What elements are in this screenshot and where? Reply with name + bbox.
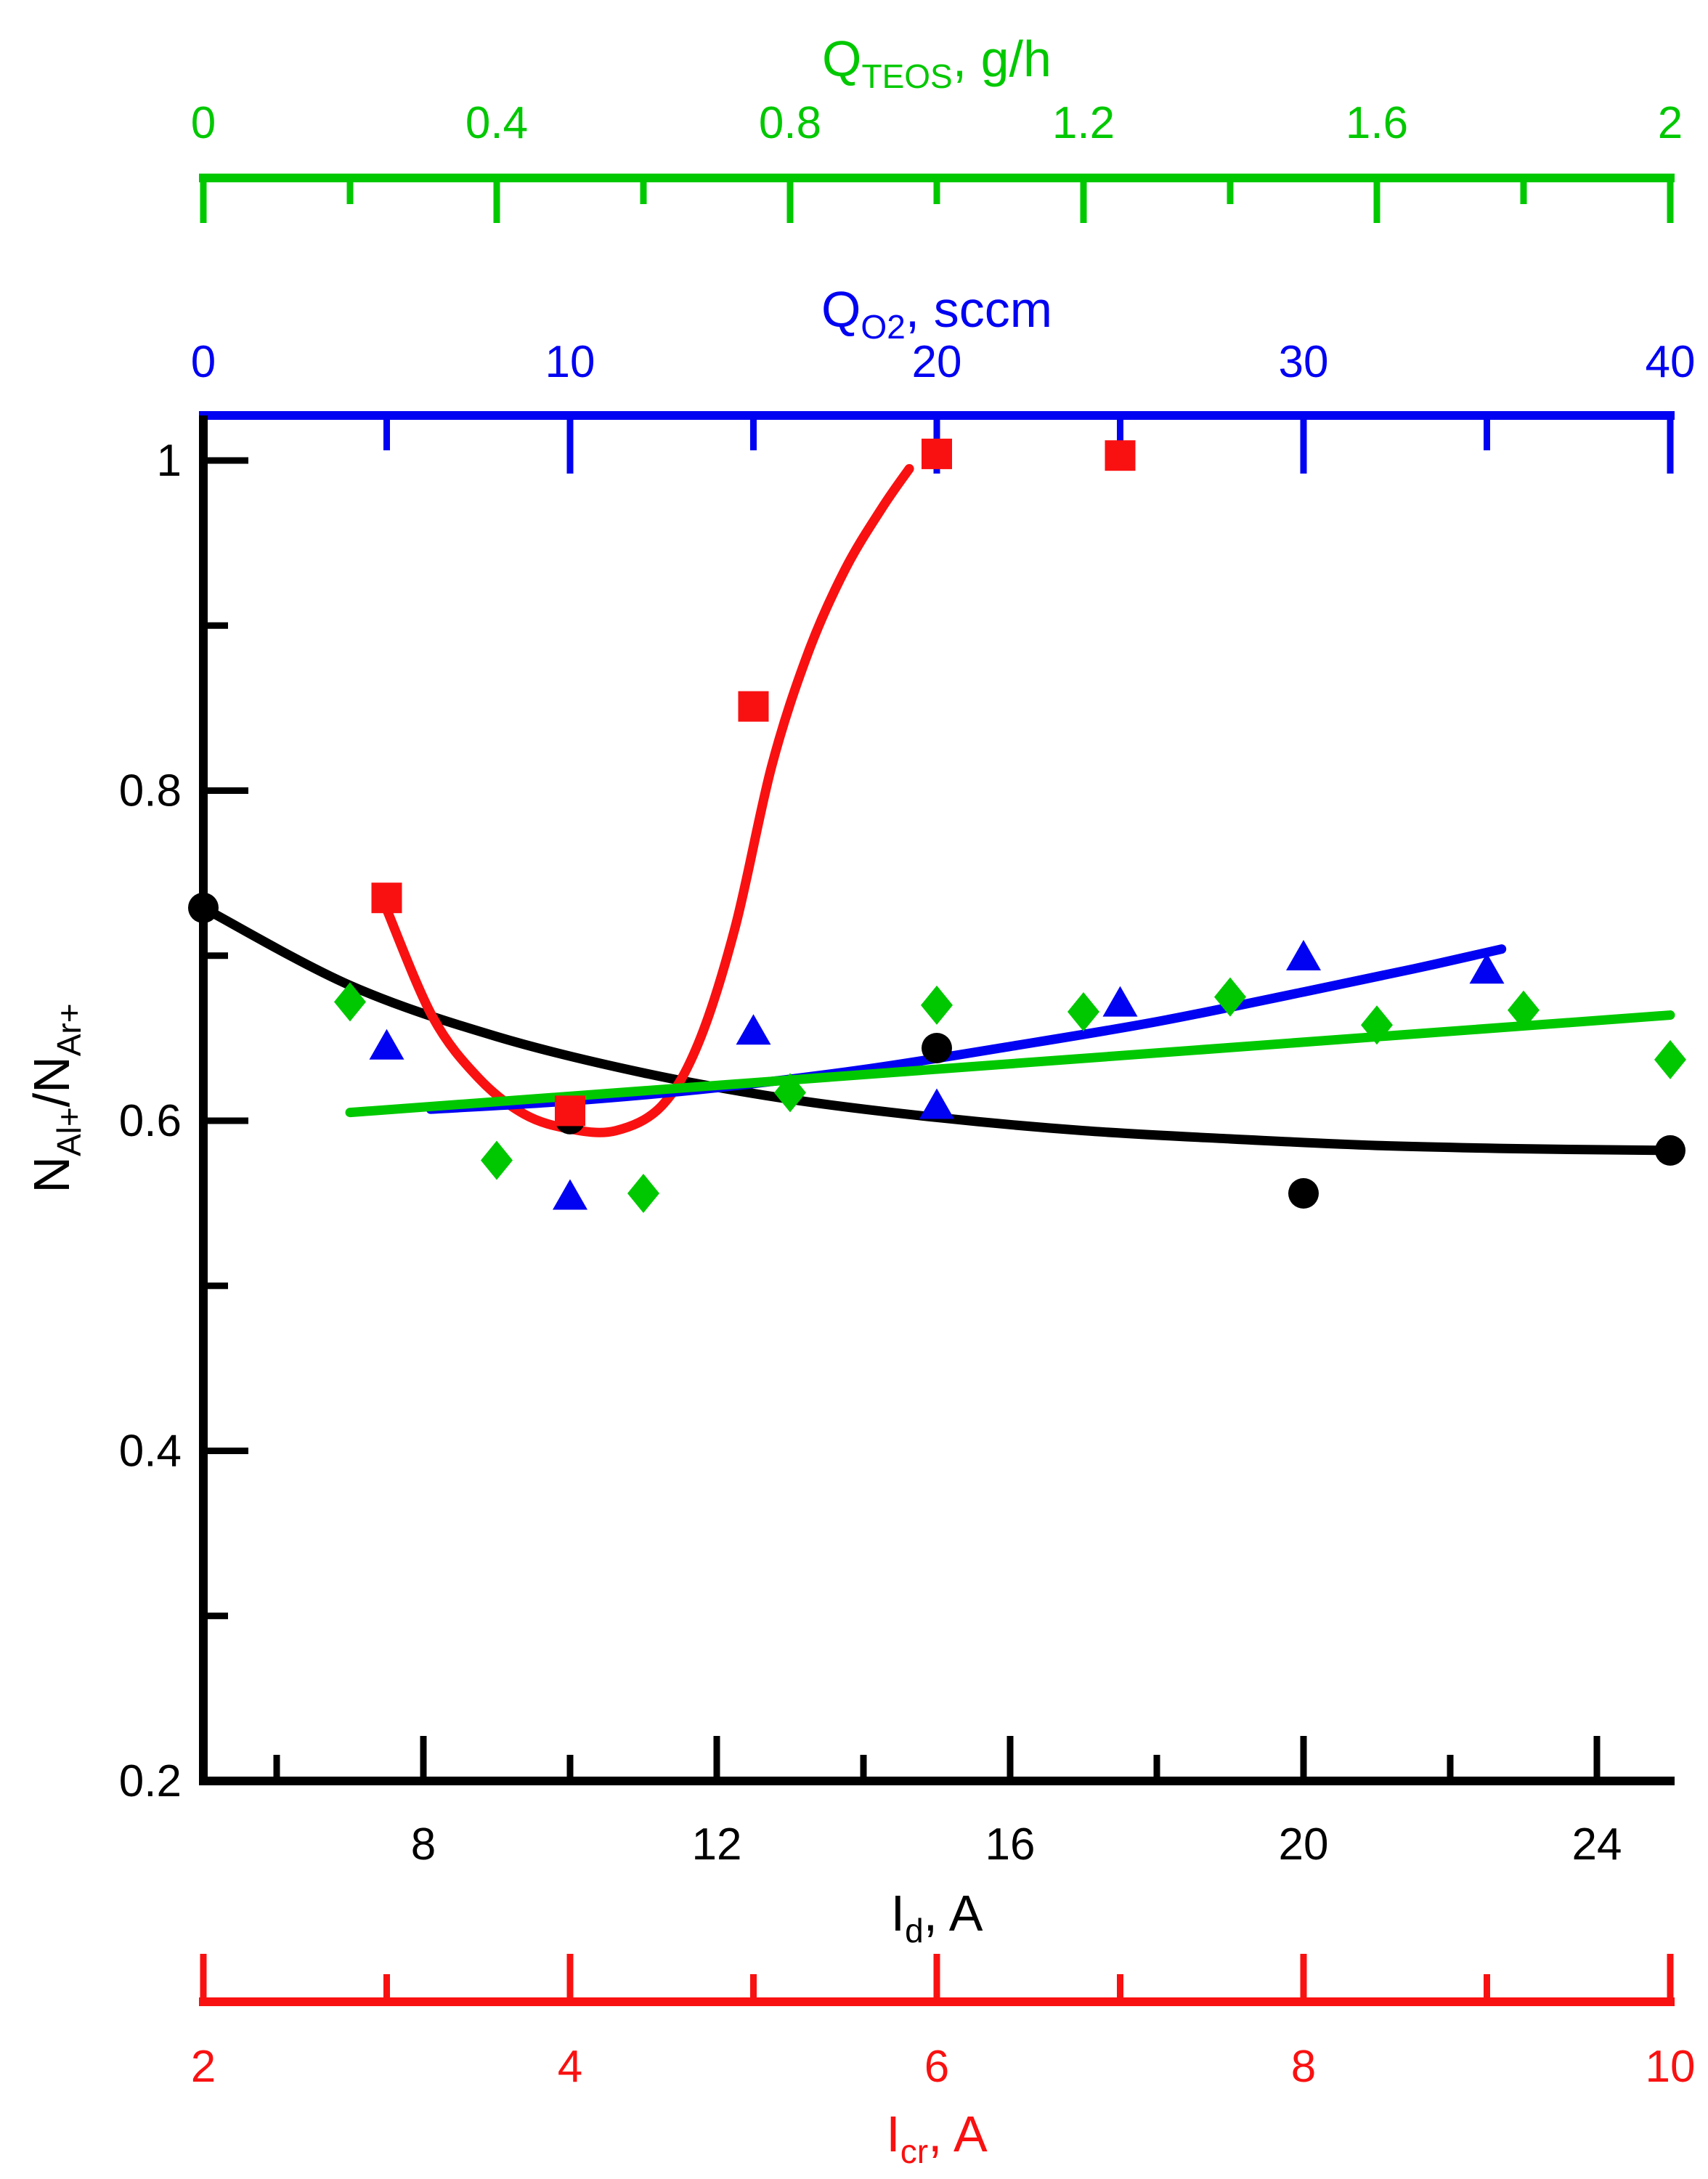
data-point-triangle: [369, 1028, 404, 1060]
y-axis-tick-label: 1: [157, 436, 182, 486]
x-axis-tick-label: 24: [1572, 1819, 1622, 1870]
x-axis-qteos: 0 0.4 0.8 1.2 1.6 2 QTEOS, g/h: [191, 31, 1683, 223]
data-point-triangle: [1469, 953, 1505, 984]
axes-layer: 0 0.4 0.8 1.2 1.6 2 QTEOS, g/h 0 10 20 30 40 QO2, sc…: [23, 31, 1695, 2170]
x-axis-tick-label: 0: [191, 337, 216, 387]
series-id-markers: [188, 892, 1685, 1209]
trend-curve-qteos: [345, 1010, 1675, 1118]
x-axis-title-qteos: QTEOS, g/h: [822, 31, 1052, 95]
data-point-triangle: [736, 1014, 771, 1045]
x-axis-title-qo2: QO2, sccm: [821, 281, 1052, 346]
x-axis-tick-label: 8: [411, 1819, 436, 1870]
y-axis-title: NAl+/NAr+: [23, 1003, 88, 1193]
data-point-diamond: [1361, 1005, 1393, 1045]
trend-curve-qo2: [426, 944, 1507, 1114]
x-axis-tick-label: 20: [912, 337, 962, 387]
x-axis-tick-label: 30: [1279, 337, 1329, 387]
x-axis-tick-label: 10: [545, 337, 595, 387]
data-point-square: [922, 438, 952, 469]
data-point-square: [371, 882, 402, 914]
data-point-circle: [1288, 1177, 1319, 1209]
x-axis-tick-label: 20: [1279, 1819, 1329, 1870]
x-axis-icr: 2 4 6 8 10 Icr, A: [191, 1954, 1696, 2170]
data-point-square: [1105, 440, 1136, 471]
x-axis-tick-label: 4: [558, 2042, 582, 2092]
y-axis-tick-label: 0.8: [119, 766, 182, 816]
data-point-triangle: [1286, 940, 1321, 971]
data-point-diamond: [1214, 977, 1246, 1017]
trend-curves-layer: [198, 463, 1675, 1156]
data-point-diamond: [1654, 1039, 1686, 1079]
x-axis-tick-label: 12: [692, 1819, 742, 1870]
x-axis-tick-label: 1.2: [1052, 98, 1115, 148]
data-markers-layer: [188, 438, 1686, 1213]
x-axis-tick-label: 40: [1646, 337, 1696, 387]
data-point-triangle: [919, 1088, 954, 1119]
series-qteos-markers: [334, 977, 1686, 1213]
y-axis-tick-label: 0.6: [119, 1096, 182, 1146]
x-axis-tick-label: 6: [924, 2042, 949, 2092]
x-axis-tick-label: 0.8: [759, 98, 821, 148]
y-axis: 1 0.8 0.6 0.4 0.2 NAl+/NAr+: [23, 415, 248, 1806]
y-axis-tick-label: 0.2: [119, 1756, 182, 1806]
x-axis-tick-label: 10: [1646, 2042, 1696, 2092]
data-point-circle: [1655, 1135, 1685, 1166]
x-axis-tick-label: 0.4: [465, 98, 528, 148]
data-point-diamond: [481, 1140, 513, 1180]
data-point-diamond: [627, 1173, 659, 1213]
x-axis-title-id: Id, A: [891, 1885, 983, 1949]
data-point-circle: [188, 892, 219, 923]
data-point-diamond: [1508, 990, 1540, 1030]
data-point-diamond: [774, 1073, 806, 1113]
x-axis-tick-label: 1.6: [1346, 98, 1408, 148]
x-axis-tick-label: 2: [191, 2042, 216, 2092]
y-axis-tick-label: 0.4: [119, 1427, 182, 1477]
trend-curve-icr: [382, 463, 914, 1137]
x-axis-tick-label: 0: [191, 98, 216, 148]
x-axis-id: 8 12 16 20 24 Id, A: [199, 1736, 1675, 1949]
data-point-square: [555, 1095, 585, 1127]
x-axis-tick-label: 16: [985, 1819, 1036, 1870]
data-point-triangle: [1102, 986, 1138, 1017]
data-point-diamond: [1068, 992, 1099, 1032]
x-axis-tick-label: 8: [1291, 2042, 1316, 2092]
series-icr-markers: [371, 438, 1136, 1127]
series-qo2-markers: [369, 940, 1505, 1210]
x-axis-title-icr: Icr, A: [886, 2106, 988, 2170]
data-point-circle: [922, 1033, 952, 1064]
data-point-square: [738, 691, 769, 722]
data-point-diamond: [921, 985, 953, 1025]
data-point-triangle: [553, 1179, 587, 1210]
x-axis-tick-label: 2: [1658, 98, 1683, 148]
data-point-diamond: [334, 982, 366, 1022]
